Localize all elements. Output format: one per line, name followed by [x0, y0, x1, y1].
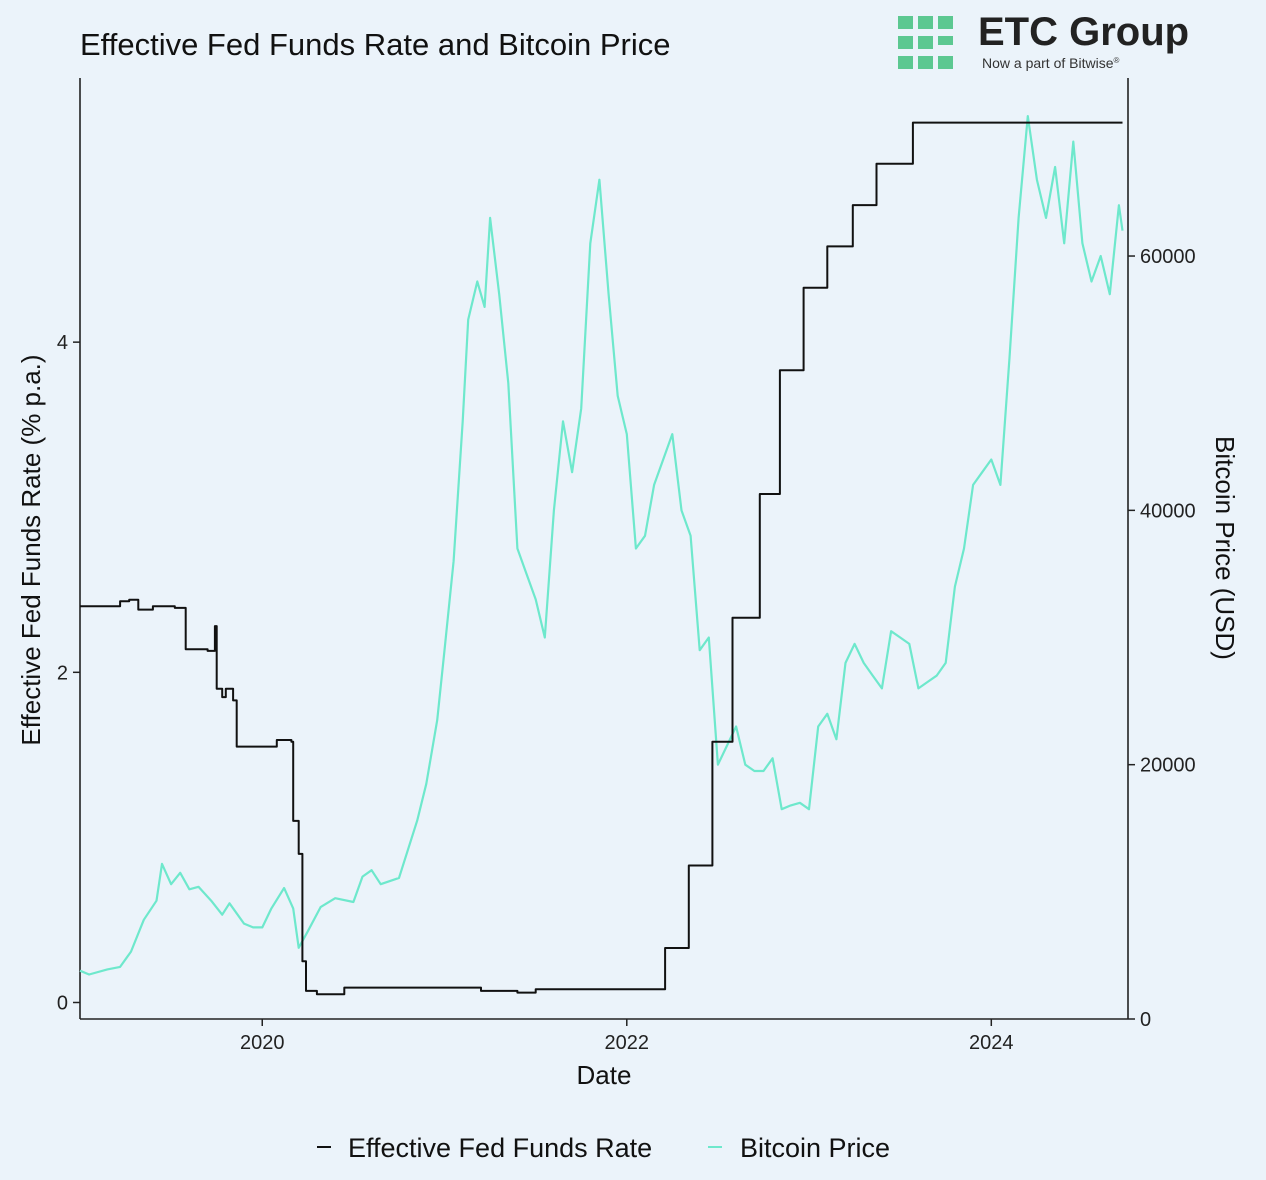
logo-mark-block [898, 16, 913, 29]
legend: Effective Fed Funds Rate Bitcoin Price [317, 1133, 890, 1163]
logo-mark-block [898, 56, 913, 69]
series-layer [79, 115, 1124, 996]
logo-tagline: Now a part of Bitwise® [982, 55, 1120, 71]
left-y-tick-label: 2 [57, 662, 68, 684]
right-y-axis-title: Bitcoin Price (USD) [1210, 436, 1240, 660]
right-y-tick-label: 60000 [1140, 246, 1196, 268]
legend-label-fed-funds: Effective Fed Funds Rate [348, 1133, 652, 1163]
axes: 2020 2022 2024 0 2 4 0 20000 40000 60000 [57, 78, 1196, 1054]
logo-mark-icon [898, 16, 953, 69]
x-axis-title: Date [577, 1060, 632, 1090]
left-y-axis-title: Effective Fed Funds Rate (% p.a.) [16, 354, 46, 745]
logo-mark-block [898, 36, 913, 49]
logo-mark-block [918, 56, 933, 69]
x-tick-label: 2020 [240, 1032, 285, 1054]
logo-mark-block [938, 36, 953, 45]
right-y-tick-label: 20000 [1140, 755, 1196, 777]
logo-mark-block [918, 16, 933, 29]
fed-funds-rate-line [80, 121, 1123, 996]
x-tick-label: 2022 [605, 1032, 650, 1054]
right-y-tick-label: 40000 [1140, 500, 1196, 522]
legend-label-bitcoin: Bitcoin Price [740, 1133, 890, 1163]
logo-mark-block [938, 56, 953, 69]
logo-name: ETC Group [978, 10, 1189, 54]
bitcoin-price-line [79, 115, 1124, 976]
logo-mark-block [938, 16, 953, 29]
right-y-tick-label: 0 [1140, 1009, 1151, 1031]
left-y-tick-label: 4 [57, 332, 68, 354]
x-tick-label: 2024 [969, 1032, 1014, 1054]
left-y-tick-label: 0 [57, 992, 68, 1014]
logo-mark-block [918, 36, 933, 49]
etc-group-logo: ETC Group Now a part of Bitwise® [898, 10, 1189, 71]
chart-title: Effective Fed Funds Rate and Bitcoin Pri… [80, 27, 670, 62]
